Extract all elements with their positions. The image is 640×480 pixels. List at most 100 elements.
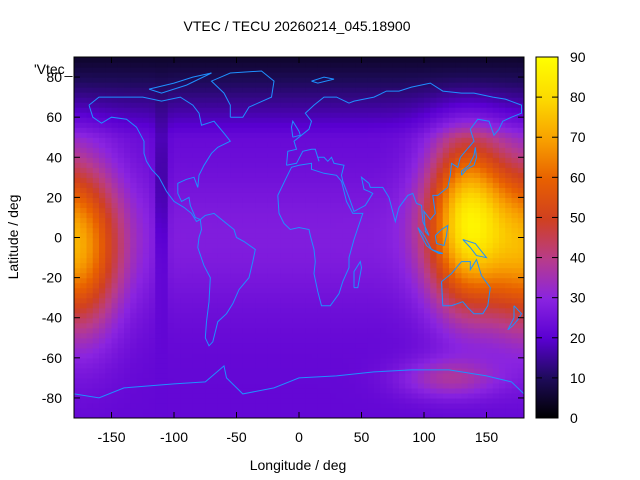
heatmap-cell	[99, 242, 106, 249]
heatmap-cell	[180, 97, 188, 103]
heatmap-cell	[236, 97, 244, 103]
heatmap-cell	[205, 382, 213, 389]
heatmap-cell	[480, 282, 488, 289]
heatmap-cell	[86, 217, 94, 224]
heatmap-cell	[242, 332, 250, 339]
heatmap-cell	[74, 282, 81, 289]
heatmap-cell	[92, 57, 100, 63]
heatmap-cell	[192, 382, 200, 389]
heatmap-cell	[230, 402, 238, 409]
heatmap-cell	[167, 387, 175, 394]
heatmap-cell	[205, 277, 213, 284]
heatmap-cell	[186, 382, 194, 389]
heatmap-cell	[99, 397, 106, 404]
heatmap-cell	[330, 337, 338, 344]
heatmap-cell	[436, 187, 444, 193]
heatmap-cell	[330, 267, 338, 274]
heatmap-cell	[192, 332, 200, 339]
heatmap-cell	[436, 177, 444, 183]
heatmap-cell	[124, 127, 131, 133]
heatmap-cell	[480, 127, 488, 133]
heatmap-cell	[117, 102, 125, 108]
heatmap-cell	[317, 312, 325, 319]
heatmap-cell	[261, 147, 269, 153]
heatmap-cell	[336, 267, 344, 274]
heatmap-cell	[386, 382, 394, 389]
heatmap-cell	[136, 337, 144, 344]
heatmap-cell	[317, 307, 325, 314]
heatmap-cell	[461, 117, 469, 123]
heatmap-cell	[249, 57, 256, 63]
heatmap-cell	[399, 72, 406, 78]
heatmap-cell	[461, 152, 469, 158]
heatmap-cell	[186, 407, 194, 414]
heatmap-cell	[211, 292, 219, 299]
heatmap-cell	[111, 307, 119, 314]
heatmap-cell	[430, 332, 438, 339]
heatmap-cell	[230, 107, 238, 113]
heatmap-cell	[267, 412, 275, 418]
heatmap-cell	[467, 72, 475, 78]
heatmap-cell	[205, 147, 213, 153]
heatmap-cell	[86, 247, 94, 254]
heatmap-cell	[467, 387, 475, 394]
heatmap-cell	[249, 407, 256, 414]
heatmap-cell	[280, 367, 288, 374]
heatmap-cell	[442, 247, 450, 254]
heatmap-cell	[117, 97, 125, 103]
heatmap-cell	[267, 102, 275, 108]
heatmap-cell	[117, 187, 125, 193]
heatmap-cell	[155, 127, 163, 133]
heatmap-cell	[299, 402, 306, 409]
heatmap-cell	[211, 102, 219, 108]
heatmap-cell	[242, 322, 250, 329]
heatmap-cell	[161, 277, 169, 284]
heatmap-cell	[430, 87, 438, 93]
heatmap-cell	[180, 162, 188, 168]
heatmap-cell	[192, 352, 200, 359]
heatmap-cell	[130, 242, 138, 249]
heatmap-cell	[486, 242, 494, 249]
heatmap-cell	[205, 107, 213, 113]
heatmap-cell	[299, 347, 306, 354]
heatmap-cell	[205, 127, 213, 133]
heatmap-cell	[499, 412, 506, 418]
heatmap-cell	[186, 242, 194, 249]
heatmap-cell	[280, 282, 288, 289]
heatmap-cell	[205, 317, 213, 324]
heatmap-cell	[380, 402, 388, 409]
heatmap-cell	[499, 362, 506, 369]
heatmap-cell	[361, 152, 369, 158]
heatmap-cell	[124, 67, 131, 73]
heatmap-cell	[480, 292, 488, 299]
heatmap-cell	[399, 357, 406, 364]
heatmap-cell	[205, 262, 213, 269]
heatmap-cell	[330, 202, 338, 209]
heatmap-cell	[455, 227, 463, 234]
heatmap-cell	[255, 97, 263, 103]
heatmap-cell	[230, 382, 238, 389]
heatmap-cell	[299, 112, 306, 118]
heatmap-cell	[486, 352, 494, 359]
heatmap-cell	[417, 247, 425, 254]
heatmap-cell	[411, 102, 419, 108]
heatmap-cell	[167, 167, 175, 173]
heatmap-cell	[205, 282, 213, 289]
heatmap-cell	[405, 282, 413, 289]
heatmap-cell	[474, 157, 481, 163]
heatmap-cell	[349, 367, 356, 374]
heatmap-cell	[267, 337, 275, 344]
heatmap-cell	[74, 72, 81, 78]
heatmap-cell	[249, 347, 256, 354]
heatmap-cell	[286, 252, 294, 259]
heatmap-cell	[461, 167, 469, 173]
heatmap-cell	[367, 327, 375, 334]
heatmap-cell	[130, 382, 138, 389]
heatmap-cell	[361, 242, 369, 249]
heatmap-cell	[336, 312, 344, 319]
heatmap-cell	[174, 112, 181, 118]
heatmap-cell	[405, 177, 413, 183]
heatmap-cell	[455, 312, 463, 319]
heatmap-cell	[361, 157, 369, 163]
heatmap-cell	[142, 72, 150, 78]
